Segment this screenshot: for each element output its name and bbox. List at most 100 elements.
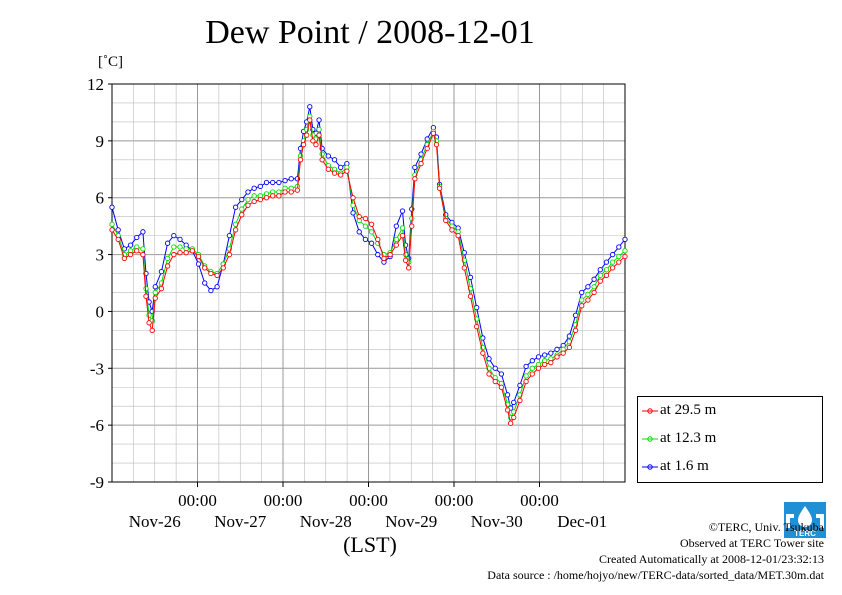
data-point: [189, 248, 195, 254]
data-point: [325, 153, 331, 159]
series-0: [109, 117, 628, 426]
data-point: [572, 327, 579, 334]
data-point: [232, 227, 239, 233]
data-point: [399, 208, 406, 214]
data-point: [436, 185, 443, 191]
x-tick-date-label: Nov-30: [471, 512, 523, 531]
data-point: [208, 287, 214, 294]
y-tick-label: 3: [96, 246, 105, 265]
data-point: [362, 236, 369, 243]
data-point: [504, 407, 511, 413]
legend-item-29-5m: at 29.5 m: [638, 400, 822, 422]
data-point: [597, 278, 603, 284]
data-point: [164, 263, 171, 269]
data-point: [134, 248, 140, 254]
data-point: [461, 265, 467, 271]
data-point: [177, 250, 183, 256]
data-point: [486, 371, 492, 377]
data-point: [402, 257, 409, 263]
data-point: [523, 378, 529, 385]
data-point: [251, 185, 257, 191]
data-point: [616, 259, 622, 265]
data-point: [474, 323, 480, 330]
data-point: [375, 236, 381, 243]
data-point: [251, 193, 257, 199]
data-point: [402, 251, 409, 258]
data-point: [177, 236, 183, 243]
x-tick-date-label: Nov-27: [214, 512, 266, 531]
data-point: [622, 236, 628, 243]
data-point: [276, 193, 282, 199]
data-point: [350, 210, 356, 216]
data-point: [511, 399, 517, 406]
data-point: [443, 217, 449, 224]
legend-label-12-3m: at 12.3 m: [660, 430, 717, 446]
data-point: [603, 267, 610, 273]
data-point: [591, 284, 597, 290]
data-point: [591, 276, 597, 282]
data-point: [245, 189, 251, 195]
data-point: [307, 117, 313, 123]
data-point: [609, 251, 616, 258]
data-point: [195, 261, 202, 267]
y-tick-label: -3: [90, 359, 104, 378]
x-tick-time-label: 00:00: [178, 491, 217, 510]
data-point: [542, 352, 548, 358]
data-point: [406, 265, 412, 271]
data-point: [585, 297, 591, 303]
data-point: [375, 251, 381, 258]
data-point: [152, 284, 158, 290]
data-point: [208, 270, 214, 277]
data-point: [433, 141, 440, 148]
data-point: [226, 251, 233, 258]
data-point: [164, 255, 171, 262]
data-point: [492, 365, 498, 371]
data-point: [393, 223, 399, 229]
data-point: [316, 117, 322, 123]
data-point: [245, 196, 251, 203]
data-point: [603, 272, 610, 279]
data-point: [424, 145, 430, 152]
data-point: [338, 164, 344, 171]
data-point: [492, 378, 498, 385]
data-point: [508, 420, 514, 426]
data-point: [288, 189, 294, 195]
data-point: [109, 221, 115, 227]
data-point: [387, 251, 393, 258]
data-point: [149, 327, 155, 334]
data-point: [158, 268, 165, 275]
data-point: [409, 223, 415, 229]
data-point: [609, 265, 616, 271]
legend-swatch-1-6m: [642, 464, 658, 470]
data-point: [597, 267, 603, 273]
data-point: [143, 293, 149, 299]
data-point: [331, 170, 338, 176]
y-tick-label: 0: [96, 302, 105, 321]
x-tick-time-label: 00:00: [264, 491, 303, 510]
data-point: [579, 289, 585, 296]
data-point: [316, 126, 322, 133]
data-point: [535, 354, 542, 360]
data-point: [609, 259, 616, 265]
data-point: [622, 248, 628, 254]
data-point: [183, 250, 189, 256]
data-point: [412, 176, 418, 182]
data-point: [109, 227, 115, 233]
data-point: [523, 363, 529, 370]
data-point: [127, 251, 134, 258]
data-point: [517, 397, 523, 404]
data-point: [548, 350, 554, 356]
data-point: [529, 365, 535, 371]
data-point: [449, 227, 455, 233]
data-point: [504, 392, 511, 398]
logo-text: TERC: [794, 529, 816, 538]
data-point: [134, 234, 140, 241]
data-point: [294, 187, 301, 193]
data-point: [171, 232, 177, 239]
legend-item-1-6m: at 1.6 m: [638, 456, 822, 478]
data-point: [480, 350, 486, 356]
data-point: [276, 179, 282, 186]
terc-logo: TERC: [784, 502, 826, 538]
data-point: [554, 346, 560, 352]
data-point: [239, 212, 245, 218]
